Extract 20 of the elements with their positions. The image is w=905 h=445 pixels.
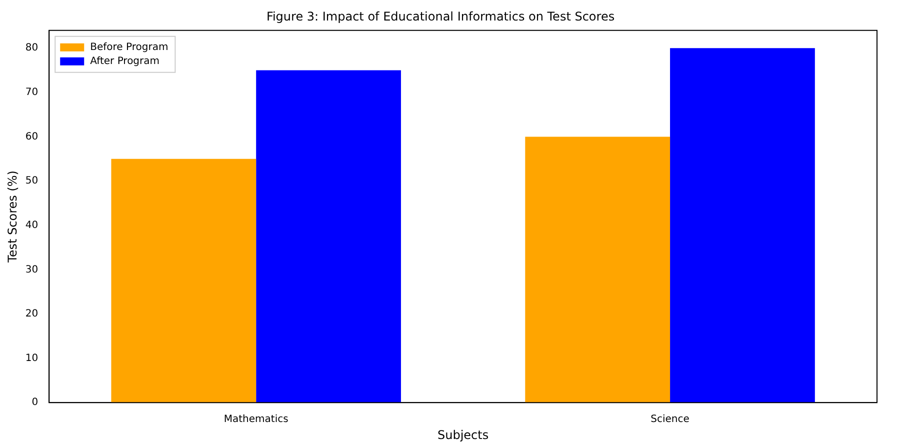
y-tick-label: 0 (32, 397, 38, 408)
y-tick-label: 30 (25, 264, 38, 276)
x-axis-title: Subjects (438, 428, 489, 442)
y-tick-label: 10 (25, 352, 38, 364)
bar (525, 136, 670, 403)
bar (111, 158, 256, 403)
y-tick-label: 80 (25, 42, 38, 54)
chart-title: Figure 3: Impact of Educational Informatics on Test Scores (266, 9, 615, 24)
y-axis-title: Test Scores (%) (5, 170, 20, 264)
x-tick-label: Mathematics (224, 414, 288, 426)
y-tick-label: 20 (25, 308, 38, 320)
bar (256, 70, 401, 403)
x-tick-label: Science (650, 414, 690, 426)
y-tick-label: 50 (25, 176, 38, 187)
y-tick-label: 70 (25, 87, 38, 98)
legend-label: Before Program (90, 42, 168, 53)
y-tick-label: 60 (25, 131, 38, 142)
bar (670, 48, 815, 403)
y-tick-label: 40 (25, 220, 38, 231)
legend-label: After Program (90, 56, 160, 67)
